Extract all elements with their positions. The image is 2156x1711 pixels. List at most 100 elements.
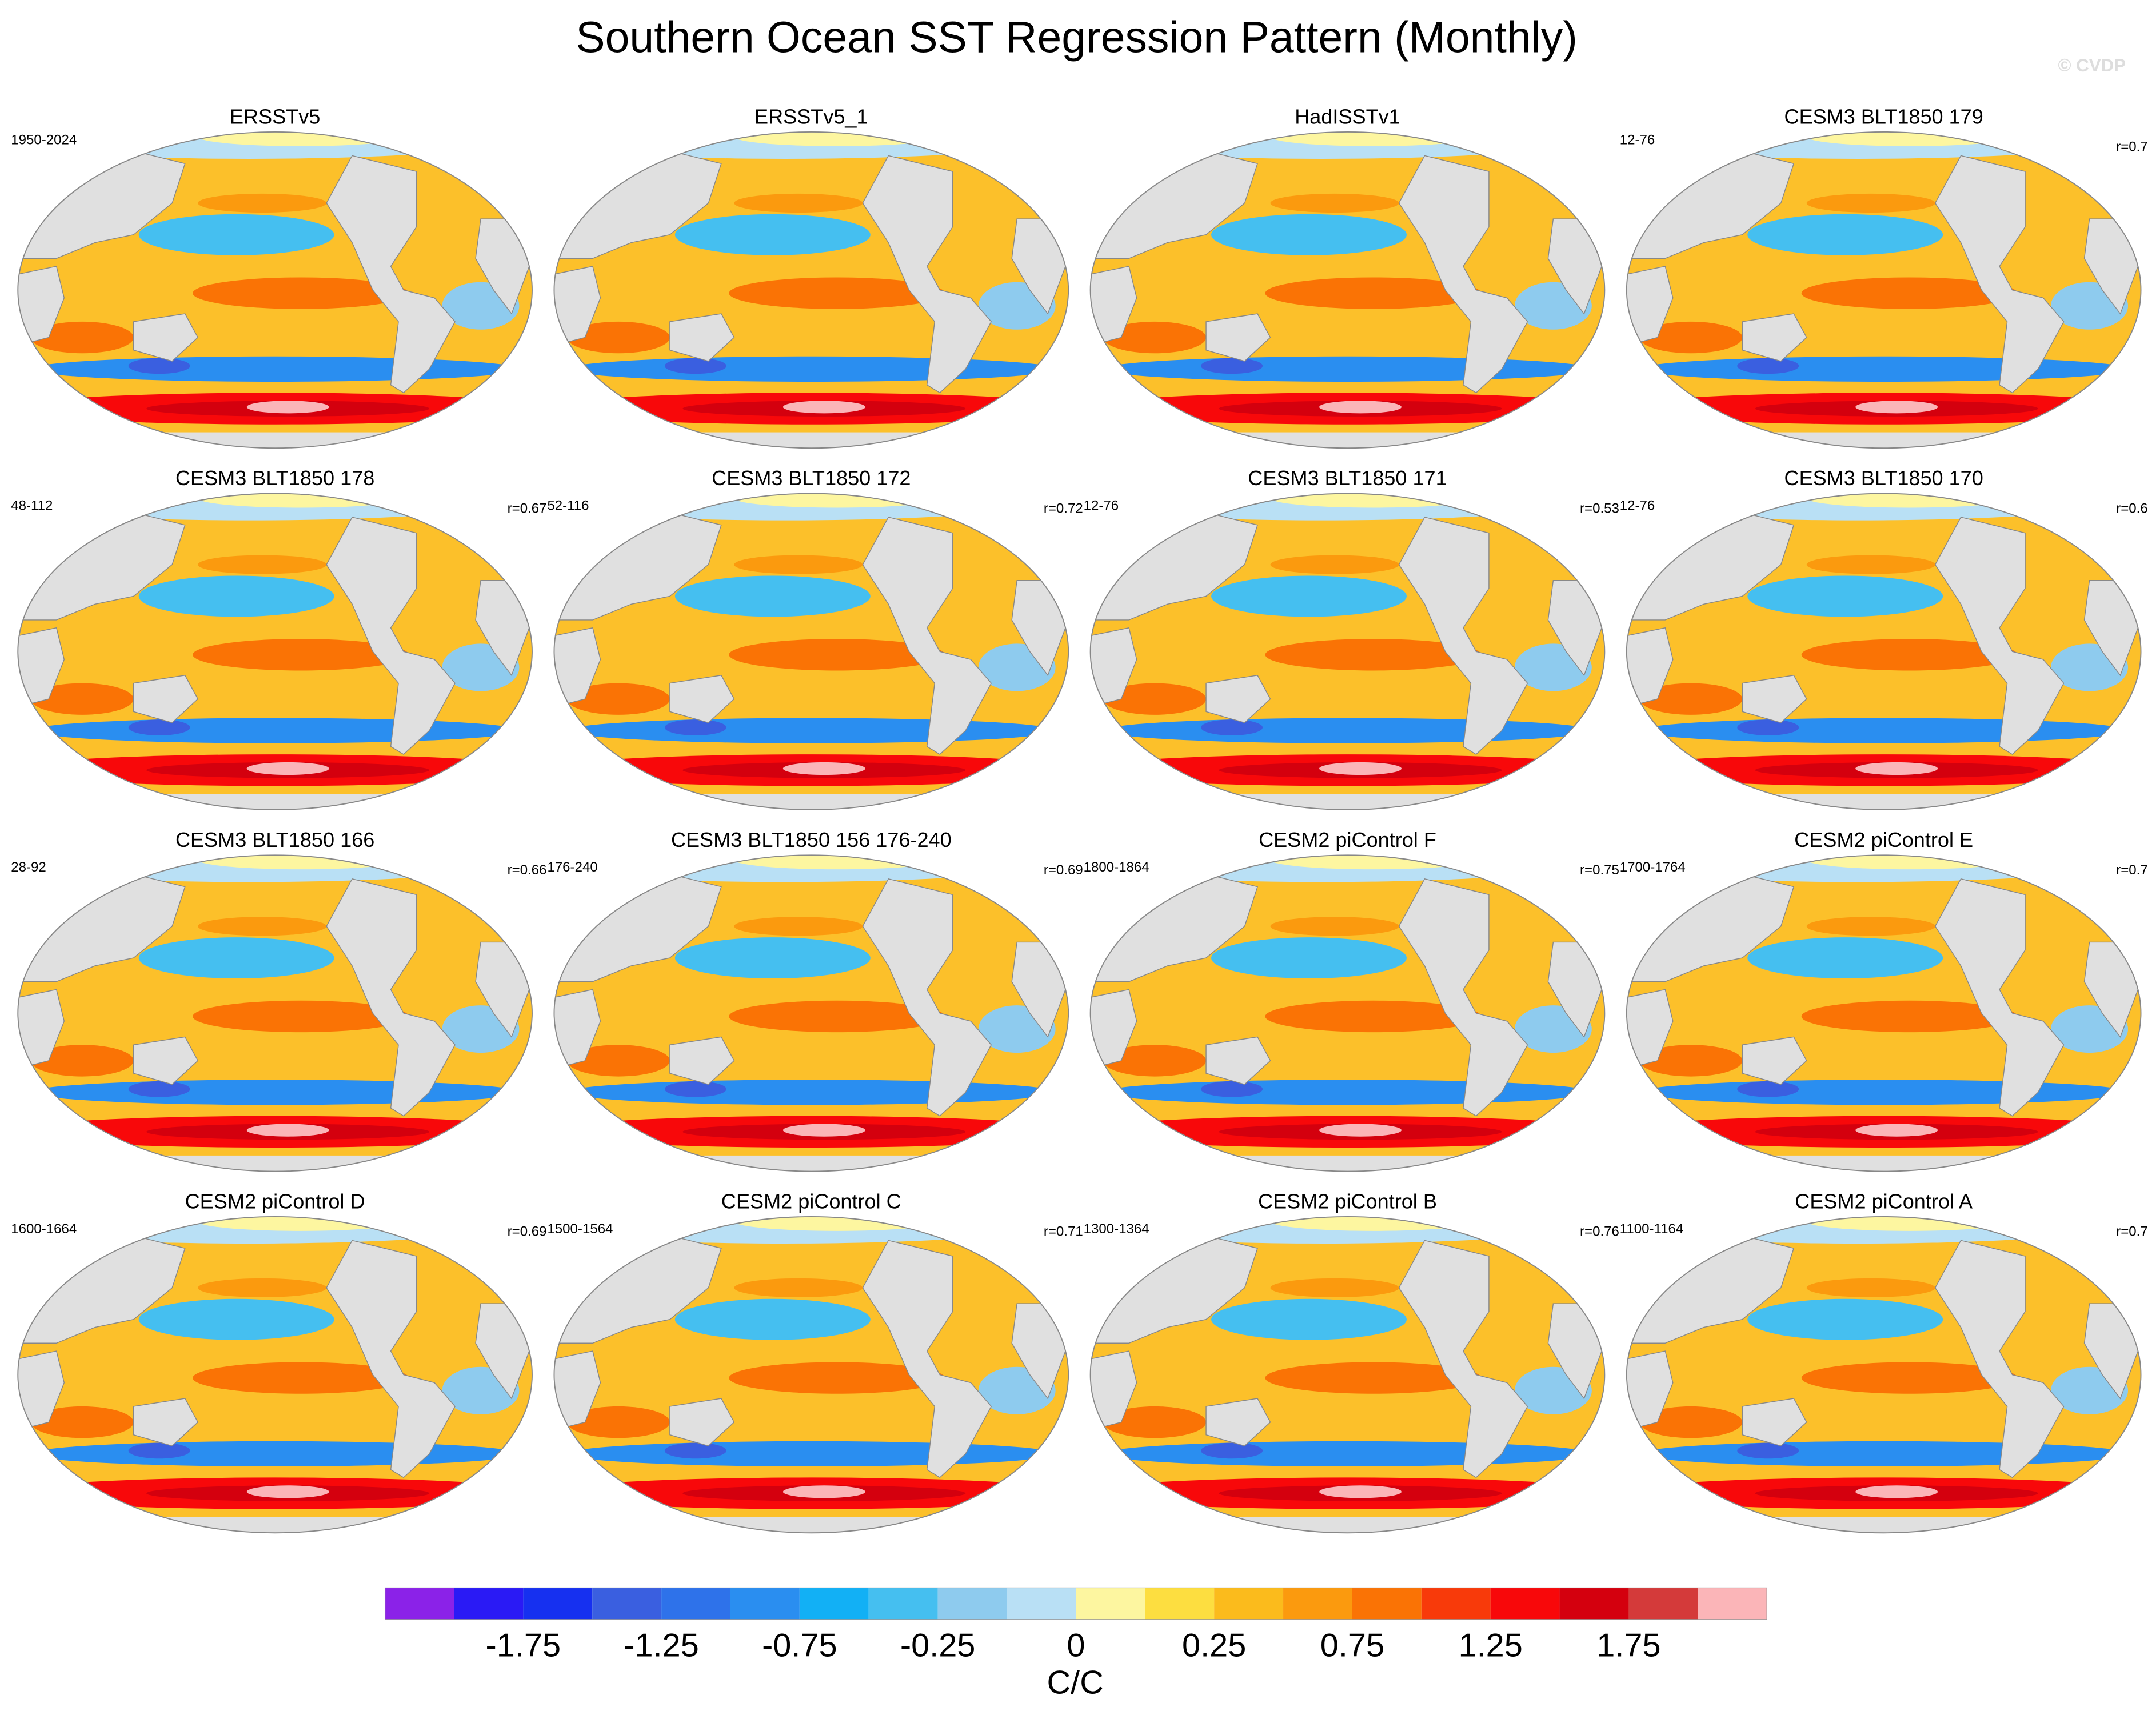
sst-region <box>1801 1000 2018 1033</box>
sst-region <box>1211 575 1407 617</box>
sst-region <box>198 855 404 870</box>
sst-region <box>782 1124 865 1137</box>
continent <box>133 313 199 362</box>
map <box>554 131 1069 449</box>
continent <box>554 266 601 346</box>
continent <box>1626 989 1674 1069</box>
panel-title: CESM3 BLT1850 172 <box>712 466 911 490</box>
sst-region <box>246 401 329 414</box>
sst-region <box>1319 401 1402 414</box>
sst-region <box>1201 1442 1263 1459</box>
map <box>554 855 1069 1172</box>
continent <box>669 1036 735 1085</box>
period-label: 1950-2024 <box>11 133 77 148</box>
sst-region <box>246 1485 329 1498</box>
map-outline <box>553 1216 1069 1534</box>
colorbar-tick-label: 1.25 <box>1459 1628 1523 1664</box>
continent <box>669 1398 735 1446</box>
sst-region <box>729 1362 945 1394</box>
sst-region <box>1211 214 1407 255</box>
sst-region <box>1639 1045 1743 1077</box>
colorbar-box <box>523 1588 593 1620</box>
sst-region <box>1270 917 1399 936</box>
correlation-label: r=0.66 <box>508 862 547 878</box>
continent <box>1934 1240 2065 1478</box>
sst-region <box>198 193 327 213</box>
map <box>1626 131 2141 449</box>
sst-region <box>1103 1080 1592 1105</box>
continent <box>133 674 199 723</box>
continent <box>18 266 65 346</box>
colorbar-tick-label: 0 <box>1067 1628 1085 1664</box>
correlation-label: r=0.7 <box>2116 1224 2147 1240</box>
continent <box>133 1036 199 1085</box>
continent <box>1934 878 2065 1117</box>
map <box>18 493 532 810</box>
sst-region <box>1855 1485 1938 1498</box>
sst-region <box>1806 917 1935 936</box>
map-outline <box>17 493 533 810</box>
period-label: 28-92 <box>11 860 46 875</box>
sst-region <box>1639 718 2129 743</box>
sst-region <box>734 1278 863 1298</box>
correlation-label: r=0.72 <box>1044 501 1083 516</box>
period-label: 1600-1664 <box>11 1221 77 1237</box>
sst-region <box>782 401 865 414</box>
sst-region <box>734 917 863 936</box>
sst-region <box>1747 575 1943 617</box>
sst-region <box>198 917 327 936</box>
sst-region <box>30 1080 520 1105</box>
sst-region <box>664 719 726 735</box>
sst-region <box>1103 683 1207 715</box>
sst-region <box>1855 1124 1938 1137</box>
continent <box>1090 627 1137 708</box>
continent <box>18 989 65 1069</box>
sst-region <box>664 358 726 374</box>
panel-title: CESM3 BLT1850 170 <box>1784 466 1983 490</box>
sst-region <box>1806 193 1935 213</box>
sst-region <box>1801 1362 2018 1394</box>
sst-region <box>1747 937 1943 979</box>
map <box>18 1216 532 1533</box>
correlation-label: r=0.7 <box>2116 139 2147 155</box>
period-label: 52-116 <box>547 498 589 513</box>
sst-region <box>193 639 409 671</box>
colorbar-tick-label: -1.75 <box>486 1628 561 1664</box>
sst-region <box>1265 639 1482 671</box>
continent <box>1205 1036 1271 1085</box>
map <box>1090 131 1605 449</box>
map-outline <box>1089 854 1606 1172</box>
sst-region <box>138 575 334 617</box>
sst-region <box>782 762 865 775</box>
continent <box>1205 313 1271 362</box>
sst-region <box>782 1485 865 1498</box>
sst-region <box>1855 762 1938 775</box>
sst-region <box>193 1000 409 1033</box>
continent <box>1626 266 1674 346</box>
continent <box>18 627 65 708</box>
colorbar-outline <box>384 1587 1767 1620</box>
map-outline <box>1089 493 1606 810</box>
sst-region <box>198 555 327 574</box>
figure-title: Southern Ocean SST Regression Pattern (M… <box>576 13 1578 62</box>
map-outline <box>1626 1216 2142 1534</box>
colorbar-tick-label: 0.75 <box>1320 1628 1384 1664</box>
sst-region <box>30 718 520 743</box>
colorbar-box <box>1214 1588 1284 1620</box>
period-label: 1700-1764 <box>1620 860 1686 875</box>
sst-region <box>664 1081 726 1097</box>
sst-region <box>1270 855 1476 870</box>
sst-region <box>734 193 863 213</box>
colorbar-box <box>730 1588 800 1620</box>
map-outline <box>553 131 1069 449</box>
map <box>1626 855 2141 1172</box>
panel-title: CESM3 BLT1850 166 <box>175 828 374 851</box>
period-label: 1100-1164 <box>1620 1221 1683 1237</box>
map <box>18 131 532 449</box>
panel-title: CESM3 BLT1850 179 <box>1784 105 1983 129</box>
colorbar-box <box>1421 1588 1491 1620</box>
map-outline <box>17 131 533 449</box>
sst-region <box>566 683 670 715</box>
period-label: 12-76 <box>1084 498 1119 513</box>
